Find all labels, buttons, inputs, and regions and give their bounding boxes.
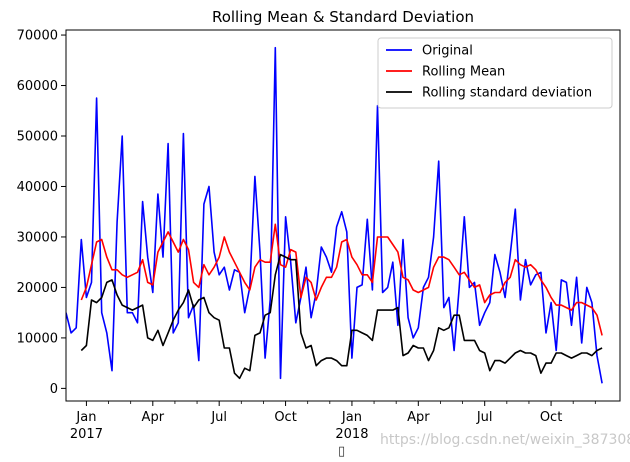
y-tick-label: 50000: [17, 130, 58, 145]
x-tick-year-label: 2018: [335, 427, 368, 442]
plot-frame: [65, 29, 621, 402]
y-tick-label: 70000: [17, 29, 58, 44]
legend-label: Original: [422, 44, 473, 59]
y-tick-label: 0: [50, 382, 58, 397]
x-tick-label: Apr: [142, 410, 165, 425]
x-tick-label: Jan: [75, 410, 96, 425]
series-line-rolling-mean: [80, 223, 603, 336]
y-tick-label: 30000: [17, 230, 58, 245]
footer-glyph: ▯: [338, 444, 346, 459]
chart-title: Rolling Mean & Standard Deviation: [212, 8, 474, 26]
x-tick-label: Oct: [540, 410, 562, 425]
legend-label: Rolling standard deviation: [422, 86, 592, 101]
series-line-original: [66, 46, 603, 384]
legend-box: [377, 37, 613, 109]
x-tick-label: Jul: [210, 410, 227, 425]
watermark-text: https://blog.csdn.net/weixin_38730853: [380, 432, 630, 448]
x-tick-label: Oct: [274, 410, 296, 425]
x-tick-year-label: 2017: [70, 427, 103, 442]
x-tick-label: Jan: [341, 410, 362, 425]
x-tick-label: Apr: [407, 410, 430, 425]
y-tick-label: 60000: [17, 79, 58, 94]
y-tick-label: 40000: [17, 180, 58, 195]
y-tick-label: 10000: [17, 331, 58, 346]
legend-label: Rolling Mean: [422, 65, 505, 80]
x-tick-label: Jul: [476, 410, 493, 425]
y-tick-label: 20000: [17, 281, 58, 296]
series-line-rolling-standard-deviation: [80, 253, 603, 380]
